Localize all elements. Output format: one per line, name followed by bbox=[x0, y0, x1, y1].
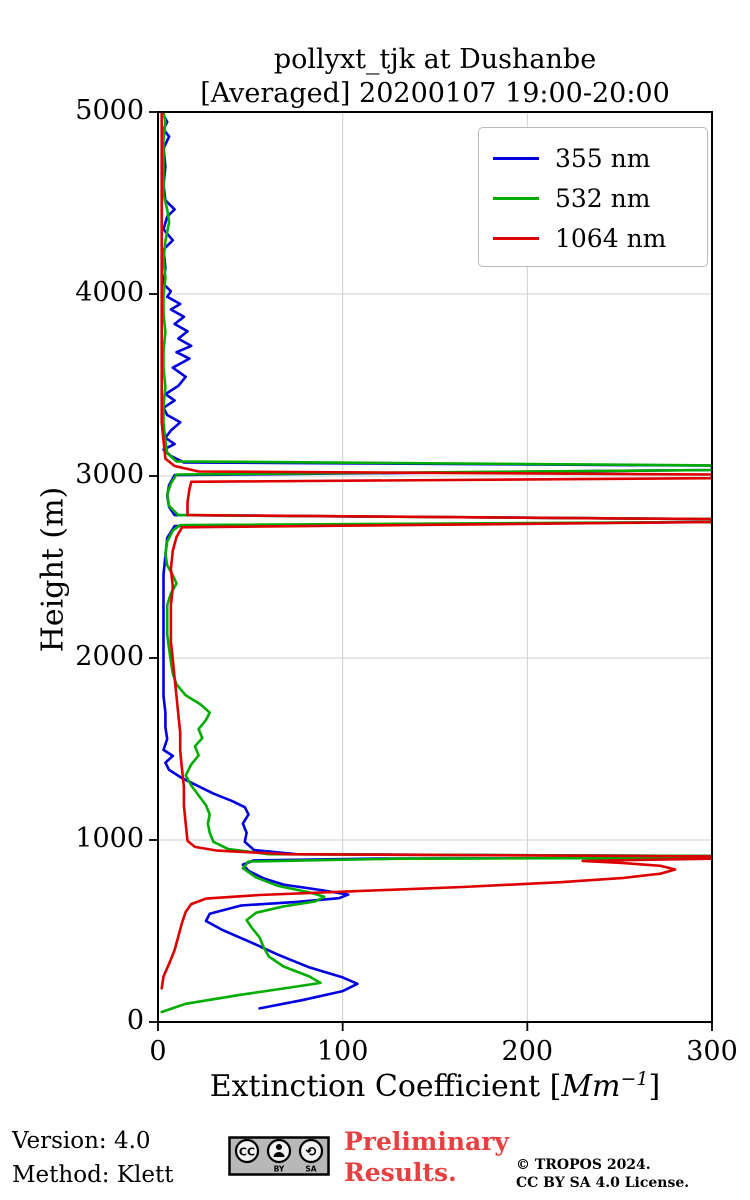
legend-item: 532 nm bbox=[479, 178, 707, 218]
legend-line-sample bbox=[493, 156, 539, 160]
legend-item: 355 nm bbox=[479, 138, 707, 178]
svg-text:SA: SA bbox=[305, 1165, 316, 1174]
y-tick-label: 0 bbox=[126, 1005, 144, 1036]
version-label: Version: 4.0 bbox=[12, 1128, 151, 1154]
legend-label: 355 nm bbox=[555, 143, 651, 173]
y-tick-label: 5000 bbox=[75, 95, 144, 126]
legend: 355 nm 532 nm 1064 nm bbox=[478, 127, 708, 267]
preliminary-line1: Preliminary bbox=[344, 1127, 509, 1156]
x-axis-label-suffix: ] bbox=[648, 1069, 661, 1104]
legend-item: 1064 nm bbox=[479, 218, 707, 258]
x-axis-label-text: Extinction Coefficient [ bbox=[209, 1069, 562, 1104]
x-tick-label: 300 bbox=[686, 1036, 738, 1067]
copyright-line1: © TROPOS 2024. bbox=[516, 1157, 651, 1173]
chart-title-line1: pollyxt_tjk at Dushanbe bbox=[273, 44, 597, 75]
svg-text:BY: BY bbox=[274, 1165, 285, 1174]
x-tick-label: 200 bbox=[501, 1036, 554, 1067]
plot-border bbox=[157, 111, 713, 1023]
y-tick-label: 3000 bbox=[75, 459, 144, 490]
x-tick-label: 0 bbox=[149, 1036, 167, 1067]
y-tick-label: 1000 bbox=[75, 823, 144, 854]
copyright-label: © TROPOS 2024. CC BY SA 4.0 License. bbox=[516, 1156, 689, 1192]
method-label: Method: Klett bbox=[12, 1162, 174, 1188]
y-tick-label: 2000 bbox=[75, 641, 144, 672]
preliminary-results-label: Preliminary Results. bbox=[344, 1126, 509, 1189]
svg-text:CC: CC bbox=[239, 1146, 255, 1159]
legend-label: 1064 nm bbox=[555, 223, 667, 253]
x-tick-label: 100 bbox=[316, 1036, 369, 1067]
legend-line-sample bbox=[493, 236, 539, 240]
preliminary-line2: Results. bbox=[344, 1158, 457, 1188]
svg-text:⟲: ⟲ bbox=[306, 1145, 317, 1160]
x-axis-label-math: Mm bbox=[561, 1069, 621, 1104]
legend-label: 532 nm bbox=[555, 183, 651, 213]
x-axis-label: Extinction Coefficient [Mm−1] bbox=[158, 1068, 712, 1104]
x-axis-label-sup: −1 bbox=[620, 1068, 649, 1090]
cc-by-sa-badge-icon: CC ⟲ BY SA bbox=[228, 1136, 330, 1176]
series-line-1064-nm bbox=[160, 112, 712, 990]
legend-line-sample bbox=[493, 196, 539, 200]
copyright-line2: CC BY SA 4.0 License. bbox=[516, 1175, 690, 1192]
chart-title-line2: [Averaged] 20200107 19:00-20:00 bbox=[200, 78, 670, 109]
y-tick-label: 4000 bbox=[75, 277, 144, 308]
